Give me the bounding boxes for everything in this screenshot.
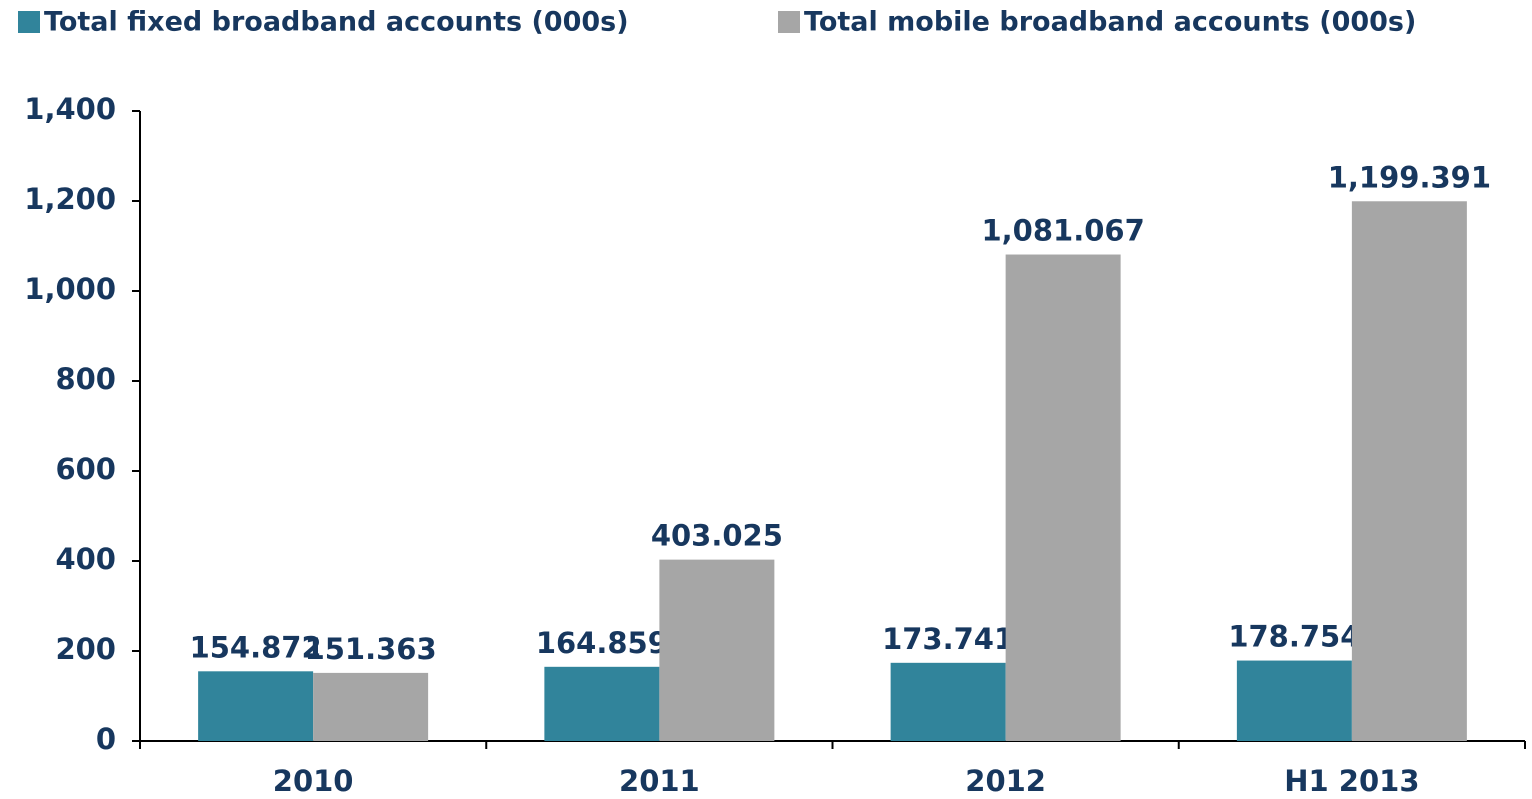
- y-tick-label: 800: [55, 362, 116, 396]
- data-label: 164.859: [536, 626, 668, 660]
- data-label: 178.754: [1228, 620, 1360, 654]
- legend-label: Total mobile broadband accounts (000s): [804, 7, 1416, 38]
- y-tick-label: 0: [96, 722, 116, 756]
- y-tick-label: 400: [55, 542, 116, 576]
- bar: [544, 666, 660, 741]
- y-tick-label: 600: [55, 452, 116, 486]
- data-label: 173.741: [882, 622, 1014, 656]
- y-tick-label: 1,200: [24, 182, 116, 216]
- bar: [659, 559, 775, 741]
- legend-label: Total fixed broadband accounts (000s): [44, 7, 629, 38]
- legend-swatch: [778, 11, 800, 33]
- bar: [1236, 660, 1352, 741]
- bar: [198, 671, 314, 741]
- x-tick-label: 2010: [273, 764, 354, 798]
- data-label: 1,199.391: [1328, 160, 1491, 194]
- y-tick-label: 1,400: [24, 92, 116, 126]
- data-label: 1,081.067: [981, 214, 1144, 248]
- bar: [890, 662, 1006, 741]
- bar: [313, 672, 429, 741]
- bar: [1351, 201, 1467, 741]
- data-label: 154.872: [190, 630, 322, 664]
- legend-swatch: [18, 11, 40, 33]
- y-tick-label: 200: [55, 632, 116, 666]
- y-tick-label: 1,000: [24, 272, 116, 306]
- data-label: 151.363: [305, 632, 437, 666]
- bar: [1005, 254, 1121, 742]
- x-tick-label: 2011: [619, 764, 700, 798]
- x-tick-label: H1 2013: [1284, 764, 1419, 798]
- data-label: 403.025: [651, 519, 783, 553]
- x-tick-label: 2012: [965, 764, 1046, 798]
